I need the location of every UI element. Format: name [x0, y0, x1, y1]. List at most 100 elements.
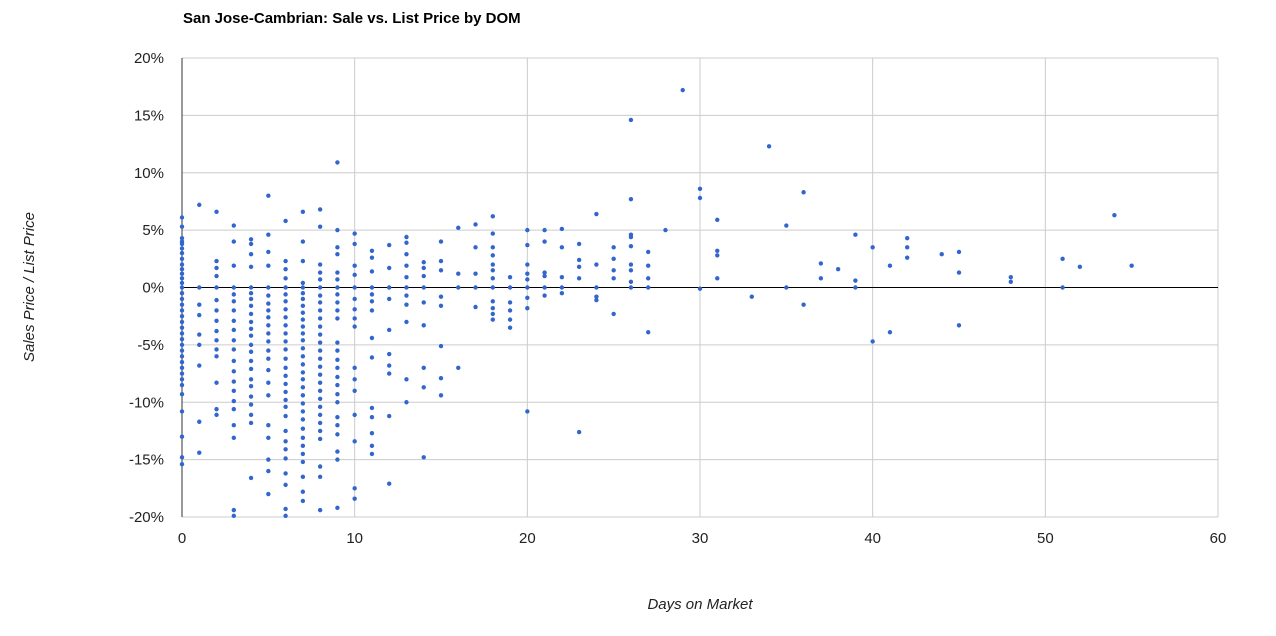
scatter-point — [335, 160, 340, 165]
scatter-point — [594, 297, 599, 303]
scatter-point — [369, 431, 375, 436]
scatter-point — [473, 285, 478, 290]
scatter-point — [317, 316, 323, 321]
scatter-point — [179, 266, 185, 272]
scatter-point — [283, 266, 288, 272]
scatter-point — [870, 245, 875, 250]
scatter-point — [248, 319, 254, 325]
scatter-point — [525, 277, 530, 282]
scatter-point — [266, 348, 271, 353]
scatter-point — [197, 302, 202, 307]
scatter-point — [490, 231, 495, 236]
scatter-point — [1060, 256, 1065, 262]
y-tick-label: 10% — [134, 165, 164, 182]
scatter-point — [266, 380, 271, 385]
scatter-point — [179, 308, 185, 313]
scatter-point — [335, 277, 340, 282]
scatter-point — [594, 211, 599, 217]
scatter-point — [507, 325, 513, 330]
scatter-point — [335, 245, 340, 250]
x-tick-label: 20 — [519, 530, 536, 547]
scatter-point — [248, 402, 254, 407]
scatter-point — [231, 507, 236, 513]
scatter-point — [387, 371, 392, 376]
scatter-point — [317, 412, 323, 418]
scatter-point — [456, 225, 461, 231]
scatter-point — [801, 190, 806, 195]
scatter-point — [404, 319, 409, 325]
scatter-point — [715, 248, 720, 253]
scatter-point — [231, 388, 236, 393]
scatter-point — [490, 276, 495, 281]
scatter-point — [283, 285, 288, 290]
scatter-point — [352, 377, 357, 382]
scatter-point — [352, 388, 357, 393]
scatter-point — [335, 357, 340, 362]
scatter-point — [317, 285, 323, 290]
scatter-point — [611, 311, 616, 317]
scatter-point — [283, 323, 288, 328]
scatter-point — [283, 365, 288, 371]
scatter-point — [179, 241, 185, 247]
scatter-point — [231, 327, 236, 333]
scatter-point — [646, 276, 651, 281]
scatter-point — [404, 263, 409, 268]
scatter-point — [887, 330, 893, 335]
scatter-point — [956, 249, 962, 255]
scatter-point — [490, 262, 495, 267]
scatter-point — [248, 285, 254, 290]
scatter-point — [853, 232, 858, 237]
scatter-point — [283, 218, 288, 224]
scatter-point — [421, 365, 426, 371]
scatter-point — [231, 379, 236, 384]
scatter-point — [179, 296, 185, 302]
scatter-point — [542, 227, 547, 233]
scatter-point — [335, 414, 340, 420]
y-tick-label: 20% — [134, 50, 164, 67]
scatter-point — [490, 299, 495, 304]
x-axis-title: Days on Market — [647, 596, 753, 613]
scatter-point — [300, 435, 306, 441]
scatter-point — [300, 417, 306, 422]
scatter-point — [300, 346, 306, 351]
scatter-point — [214, 209, 219, 214]
scatter-point — [335, 400, 340, 405]
scatter-point — [248, 394, 254, 399]
scatter-point — [214, 258, 219, 264]
scatter-point — [697, 286, 703, 291]
scatter-point — [335, 308, 340, 313]
scatter-point — [231, 369, 236, 374]
x-tick-label: 0 — [178, 530, 186, 547]
scatter-point — [248, 241, 254, 247]
y-tick-label: -10% — [129, 394, 164, 411]
scatter-point — [300, 409, 306, 414]
scatter-point — [283, 482, 288, 488]
scatter-point — [179, 313, 185, 319]
scatter-point — [300, 239, 306, 244]
scatter-point — [214, 412, 219, 418]
scatter-point — [214, 285, 219, 290]
scatter-point — [369, 405, 375, 411]
x-tick-label: 10 — [346, 530, 363, 547]
scatter-point — [542, 270, 547, 275]
scatter-point — [266, 331, 271, 336]
scatter-point — [387, 327, 392, 333]
scatter-point — [300, 362, 306, 367]
scatter-point — [905, 255, 910, 260]
scatter-point — [248, 366, 254, 372]
y-tick-label: 5% — [142, 222, 164, 239]
scatter-point — [248, 252, 254, 257]
scatter-point — [231, 299, 236, 304]
scatter-point — [300, 474, 306, 480]
scatter-point — [179, 382, 185, 388]
scatter-point — [404, 252, 409, 257]
scatter-point — [300, 317, 306, 322]
scatter-point — [507, 285, 513, 290]
scatter-point — [369, 299, 375, 304]
scatter-point — [525, 305, 530, 311]
scatter-point — [387, 481, 392, 486]
scatter-point — [283, 506, 288, 512]
scatter-point — [525, 242, 530, 248]
scatter-point — [283, 397, 288, 403]
scatter-point — [197, 450, 202, 455]
